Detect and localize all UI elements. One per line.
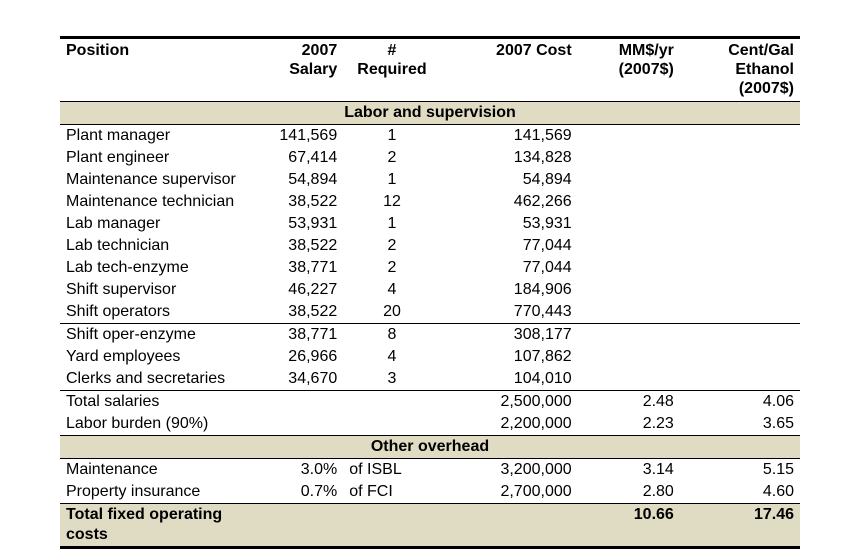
table-row: Maintenance3.0%of ISBL3,200,0003.145.15 (60, 458, 800, 481)
col-salary: 2007Salary (244, 38, 343, 102)
table-row: Plant manager141,5691141,569 (60, 124, 800, 147)
col-cost: 2007 Cost (441, 38, 578, 102)
table-row: Shift supervisor46,2274184,906 (60, 279, 800, 301)
table-row: Maintenance technician38,52212462,266 (60, 191, 800, 213)
col-mmyr: MM$/yr(2007$) (578, 38, 680, 102)
subtotal-row: Labor burden (90%)2,200,0002.233.65 (60, 413, 800, 436)
col-position: Position (60, 38, 244, 102)
table-row: Maintenance supervisor54,894154,894 (60, 169, 800, 191)
section-other-label: Other overhead (60, 435, 800, 458)
header-row: Position 2007Salary #Required 2007 Cost … (60, 38, 800, 102)
table-row: Yard employees26,9664107,862 (60, 346, 800, 368)
table-row: Clerks and secretaries34,6703104,010 (60, 368, 800, 391)
subtotal-row: Total salaries2,500,0002.484.06 (60, 390, 800, 413)
section-other: Other overhead (60, 435, 800, 458)
table-row: Lab technician38,522277,044 (60, 235, 800, 257)
section-labor: Labor and supervision (60, 101, 800, 124)
table-row: Lab manager53,931153,931 (60, 213, 800, 235)
table-row: Plant engineer67,4142134,828 (60, 147, 800, 169)
grand-total-row: Total fixed operating costs 10.66 17.46 (60, 503, 800, 547)
fixed-operating-costs-table: Position 2007Salary #Required 2007 Cost … (60, 36, 800, 549)
section-labor-label: Labor and supervision (60, 101, 800, 124)
table-row: Lab tech-enzyme38,771277,044 (60, 257, 800, 279)
table-row: Shift operators38,52220770,443 (60, 301, 800, 324)
col-centgal: Cent/GalEthanol(2007$) (680, 38, 800, 102)
col-required: #Required (343, 38, 440, 102)
table-row: Property insurance0.7%of FCI2,700,0002.8… (60, 481, 800, 504)
table-row: Shift oper-enzyme38,7718308,177 (60, 323, 800, 346)
